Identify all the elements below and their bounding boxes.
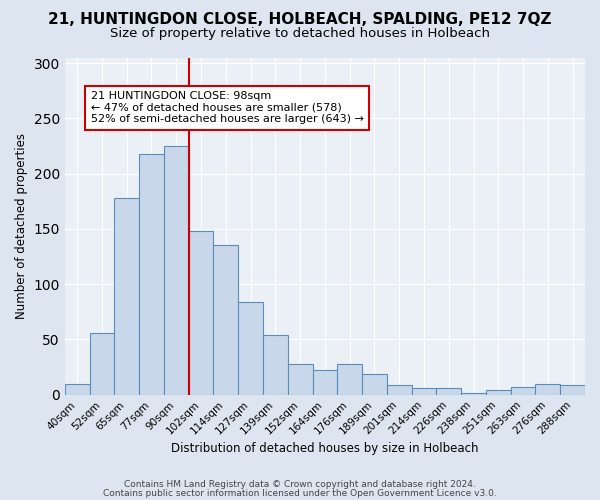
Bar	[139, 154, 164, 394]
Text: Contains HM Land Registry data © Crown copyright and database right 2024.: Contains HM Land Registry data © Crown c…	[124, 480, 476, 489]
Bar	[461, 392, 486, 394]
Bar	[65, 384, 89, 394]
Bar	[115, 198, 139, 394]
Text: 21, HUNTINGDON CLOSE, HOLBEACH, SPALDING, PE12 7QZ: 21, HUNTINGDON CLOSE, HOLBEACH, SPALDING…	[48, 12, 552, 28]
Bar	[560, 385, 585, 394]
Bar	[313, 370, 337, 394]
Bar	[214, 246, 238, 394]
Bar	[486, 390, 511, 394]
Text: Contains public sector information licensed under the Open Government Licence v3: Contains public sector information licen…	[103, 488, 497, 498]
X-axis label: Distribution of detached houses by size in Holbeach: Distribution of detached houses by size …	[171, 442, 479, 455]
Bar	[238, 302, 263, 394]
Bar	[535, 384, 560, 394]
Bar	[263, 335, 288, 394]
Text: Size of property relative to detached houses in Holbeach: Size of property relative to detached ho…	[110, 28, 490, 40]
Y-axis label: Number of detached properties: Number of detached properties	[15, 133, 28, 319]
Bar	[188, 231, 214, 394]
Bar	[436, 388, 461, 394]
Bar	[412, 388, 436, 394]
Bar	[337, 364, 362, 394]
Text: 21 HUNTINGDON CLOSE: 98sqm
← 47% of detached houses are smaller (578)
52% of sem: 21 HUNTINGDON CLOSE: 98sqm ← 47% of deta…	[91, 91, 364, 124]
Bar	[362, 374, 387, 394]
Bar	[288, 364, 313, 394]
Bar	[387, 385, 412, 394]
Bar	[89, 333, 115, 394]
Bar	[511, 387, 535, 394]
Bar	[164, 146, 188, 394]
